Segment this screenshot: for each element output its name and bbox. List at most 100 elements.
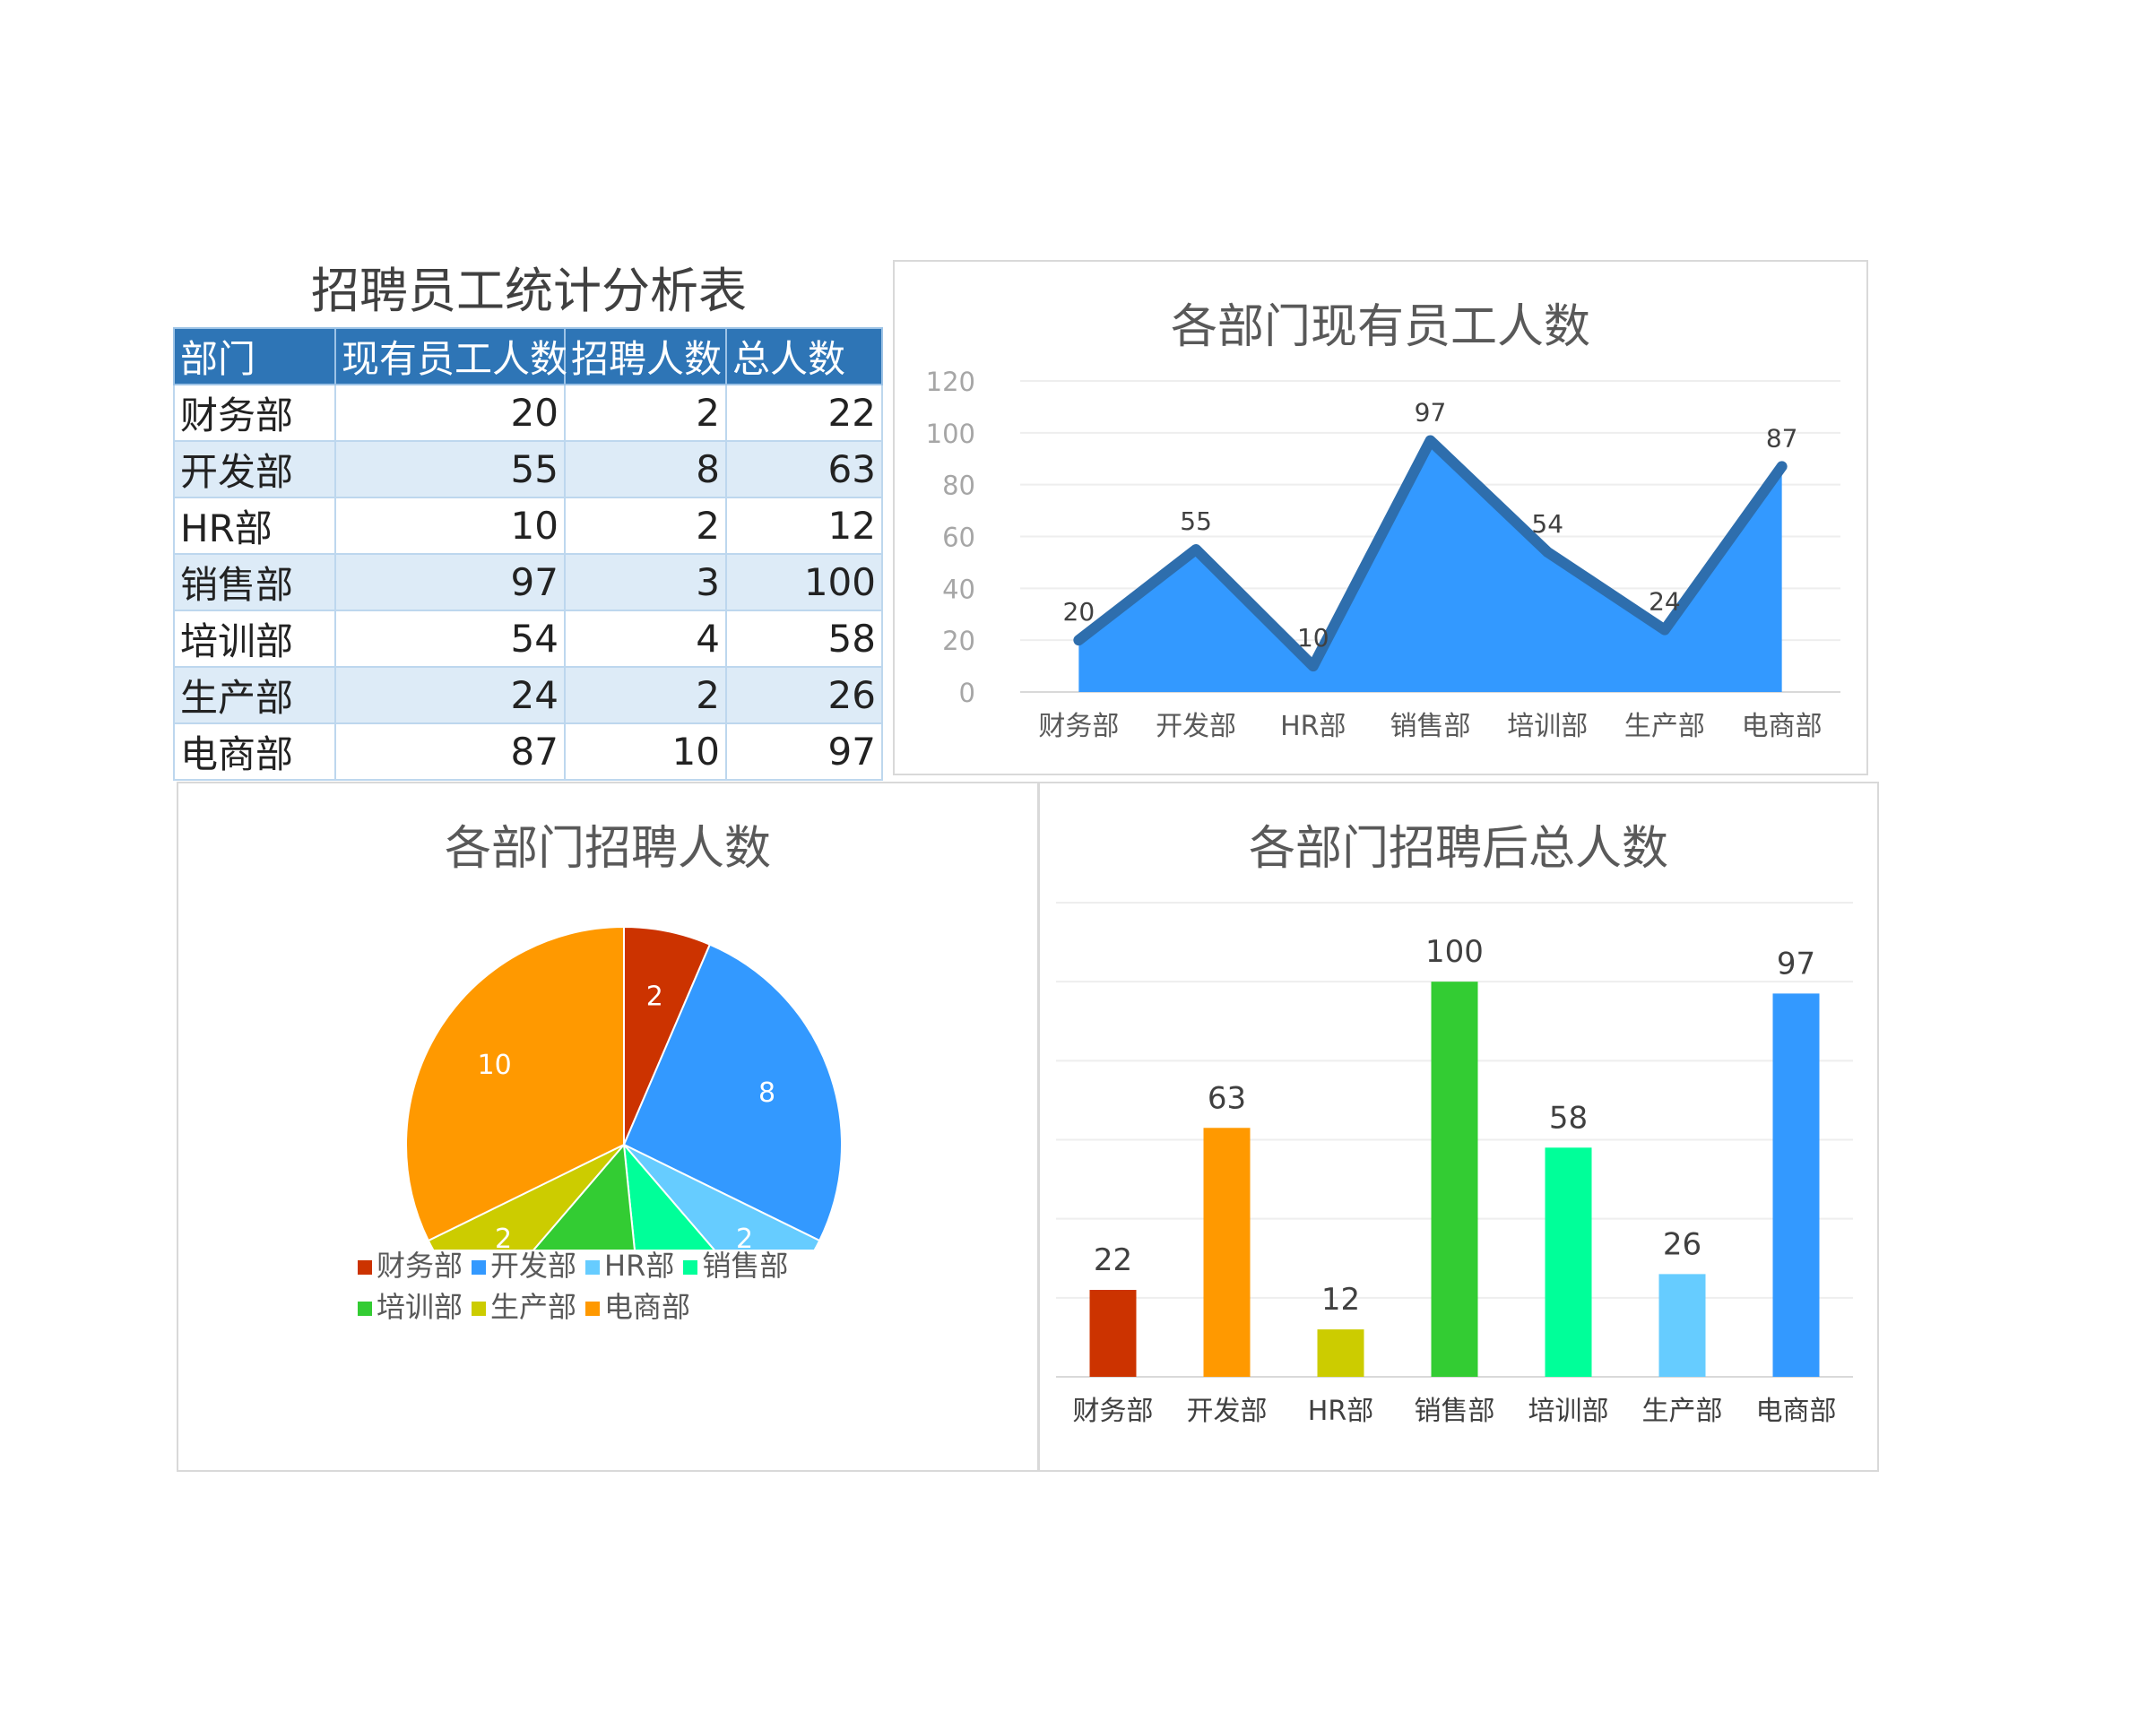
x-tick-label: 生产部 [1624,711,1705,742]
legend-swatch [585,1260,601,1275]
stats-table: 部门 现有员工人数 招聘人数 总人数 财务部 20 2 22 开发部 55 8 … [173,327,883,781]
area-line [1073,435,1788,672]
cell-current-staff: 55 [334,440,566,498]
table-row: 生产部 24 2 26 [173,666,883,724]
area-fill [1078,440,1782,692]
legend-item: 电商部 [585,1286,690,1328]
data-label: 58 [1549,1100,1588,1136]
cell-total: 26 [725,666,883,724]
legend-label: 财务部 [377,1249,463,1283]
data-label: 20 [1063,597,1095,627]
y-tick-label: 0 [959,678,975,708]
cell-department: 生产部 [173,666,336,724]
cell-recruits: 4 [564,610,727,668]
slice-label: 2 [736,1224,753,1250]
cell-department: 培训部 [173,610,336,668]
y-tick-label: 20 [942,626,975,656]
data-label: 26 [1663,1226,1701,1262]
legend-label: HR部 [604,1249,675,1283]
bar [1545,1147,1592,1377]
legend-label: 生产部 [490,1290,577,1324]
data-label: 87 [1766,423,1798,453]
bar [1772,993,1820,1377]
legend-item: HR部 [585,1245,674,1286]
cell-recruits: 2 [564,666,727,724]
slice-label: 2 [646,981,663,1012]
bar [1431,982,1478,1377]
y-tick-label: 120 [926,367,975,397]
pie-slice [533,1142,636,1250]
table-title: 招聘员工统计分析表 [311,263,747,319]
legend-item: 培训部 [358,1286,463,1328]
legend-item: 财务部 [358,1245,463,1286]
area-chart-panel: 各部门现有员工人数 0 20 40 60 80 100 120 20 55 10 97 54 24 87 财… [893,260,1868,775]
x-tick-label: 财务部 [1038,711,1119,742]
cell-recruits: 10 [564,722,727,781]
data-label: 22 [1094,1242,1132,1278]
slice-label: 10 [478,1050,512,1081]
bar [1317,1329,1364,1377]
legend-item: 销售部 [683,1245,788,1286]
legend-label: 电商部 [604,1290,691,1324]
legend-item: 生产部 [472,1286,576,1328]
cell-recruits: 3 [564,553,727,611]
table-row: 电商部 87 10 97 [173,722,883,781]
legend-swatch [358,1302,372,1316]
data-label: 10 [1297,623,1329,653]
data-label: 97 [1415,398,1447,428]
bar-chart-panel: 各部门招聘后总人数 22 财务部 63 开发部 12 HR部 100 销售部 58 培训部 26 生产… [1038,782,1879,1472]
data-label: 12 [1321,1282,1360,1318]
x-tick-label: 销售部 [1415,1396,1495,1427]
table-row: 开发部 55 8 63 [173,440,883,498]
bar [1658,1274,1706,1377]
legend-item: 开发部 [472,1245,576,1286]
bar-chart-title: 各部门招聘后总人数 [1248,822,1668,876]
x-tick-label: 培训部 [1507,711,1588,742]
cell-current-staff: 54 [334,610,566,668]
cell-total: 22 [725,384,883,442]
legend-label: 销售部 [702,1249,789,1283]
x-tick-label: 生产部 [1642,1396,1723,1427]
pie-slice [405,925,625,1242]
table-header-row: 部门 现有员工人数 招聘人数 总人数 [173,327,883,385]
cell-total: 12 [725,497,883,555]
cell-recruits: 8 [564,440,727,498]
cell-total: 63 [725,440,883,498]
legend-label: 培训部 [377,1290,463,1324]
area-chart: 0 20 40 60 80 100 120 20 55 10 97 54 24 87 财务部 开发部 HR部 销售… [926,367,1840,742]
cell-department: HR部 [173,497,336,555]
bar [1089,1290,1137,1377]
x-tick-label: 电商部 [1756,1396,1837,1427]
legend-swatch [358,1260,372,1275]
table-row: 销售部 97 3 100 [173,553,883,611]
x-tick-label: HR部 [1280,711,1346,742]
area-chart-title: 各部门现有员工人数 [1170,300,1590,354]
header-department: 部门 [173,327,336,385]
table-row: 培训部 54 4 58 [173,610,883,668]
cell-current-staff: 20 [334,384,566,442]
legend-swatch [585,1302,601,1316]
pie-slice [622,1141,715,1250]
cell-current-staff: 10 [334,497,566,555]
cell-current-staff: 97 [334,553,566,611]
cell-department: 财务部 [173,384,336,442]
x-tick-label: HR部 [1308,1396,1373,1427]
data-label: 63 [1208,1080,1246,1116]
pie-slice [623,1144,821,1250]
slice-label: 8 [758,1077,775,1109]
x-tick-label: 开发部 [1156,711,1236,742]
x-tick-label: 电商部 [1742,711,1823,742]
cell-total: 58 [725,610,883,668]
data-label: 55 [1180,506,1212,536]
data-label: 100 [1425,934,1484,970]
table-row: 财务部 20 2 22 [173,384,883,442]
x-tick-label: 培训部 [1528,1396,1609,1427]
bar [1203,1128,1251,1377]
legend-swatch [472,1302,487,1316]
header-recruits: 招聘人数 [564,327,727,385]
pie-chart: 28234210 [405,925,843,1250]
cell-current-staff: 24 [334,666,566,724]
x-tick-label: 财务部 [1073,1396,1154,1427]
data-label: 24 [1649,587,1681,617]
